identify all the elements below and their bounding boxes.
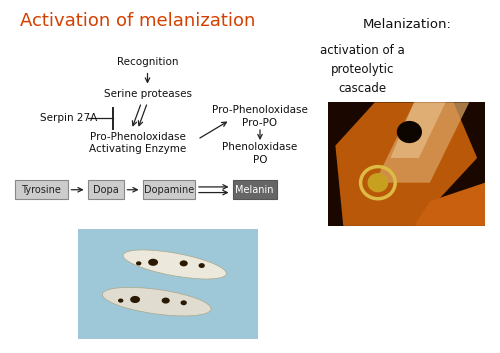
- Ellipse shape: [118, 299, 124, 303]
- Ellipse shape: [397, 121, 422, 143]
- Text: Serine proteases: Serine proteases: [104, 89, 192, 98]
- Text: Dopa: Dopa: [92, 185, 118, 195]
- FancyBboxPatch shape: [232, 180, 276, 199]
- FancyBboxPatch shape: [88, 180, 124, 199]
- Ellipse shape: [148, 259, 158, 266]
- FancyBboxPatch shape: [142, 180, 195, 199]
- FancyBboxPatch shape: [15, 180, 68, 199]
- Ellipse shape: [136, 261, 141, 265]
- Polygon shape: [336, 102, 477, 226]
- Ellipse shape: [123, 250, 226, 279]
- Polygon shape: [414, 183, 485, 226]
- Ellipse shape: [180, 300, 187, 305]
- Polygon shape: [375, 102, 469, 183]
- Text: activation of a
proteolytic
cascade: activation of a proteolytic cascade: [320, 44, 405, 95]
- Ellipse shape: [368, 173, 388, 192]
- Text: Recognition: Recognition: [117, 57, 178, 67]
- Text: Pro-Phenoloxidase
Activating Enzyme: Pro-Phenoloxidase Activating Enzyme: [89, 132, 186, 154]
- Text: Serpin 27A: Serpin 27A: [40, 113, 97, 123]
- Ellipse shape: [198, 263, 205, 268]
- Text: Melanization:: Melanization:: [362, 18, 452, 31]
- Text: Melanin: Melanin: [236, 185, 274, 195]
- Polygon shape: [390, 102, 446, 158]
- Ellipse shape: [162, 298, 170, 304]
- Ellipse shape: [180, 261, 188, 267]
- Text: Tyrosine: Tyrosine: [22, 185, 61, 195]
- Ellipse shape: [102, 287, 211, 316]
- Text: Phenoloxidase
PO: Phenoloxidase PO: [222, 142, 298, 165]
- Ellipse shape: [130, 296, 140, 303]
- Text: Activation of melanization: Activation of melanization: [20, 12, 256, 30]
- Text: Dopamine: Dopamine: [144, 185, 194, 195]
- Text: Pro-Phenoloxidase
Pro-PO: Pro-Phenoloxidase Pro-PO: [212, 105, 308, 128]
